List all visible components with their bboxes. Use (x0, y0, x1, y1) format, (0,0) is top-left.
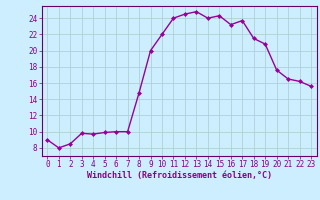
X-axis label: Windchill (Refroidissement éolien,°C): Windchill (Refroidissement éolien,°C) (87, 171, 272, 180)
